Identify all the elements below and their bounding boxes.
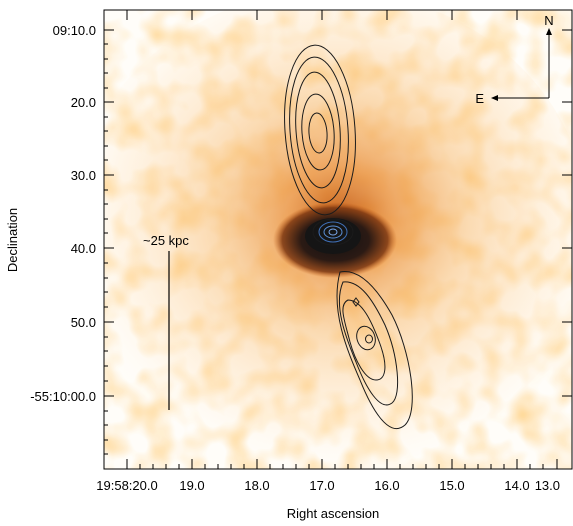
compass-east-label: E xyxy=(475,91,484,106)
x-axis-title: Right ascension xyxy=(287,506,380,521)
compass xyxy=(491,28,552,101)
compass-north-label: N xyxy=(544,13,553,28)
y-tick-labels: 09:10.0 20.0 30.0 40.0 50.0 -55:10:00.0 xyxy=(30,23,96,404)
radio-contours-north-lobe xyxy=(284,44,356,216)
x-axis-ticks xyxy=(126,10,558,469)
y-tick-label: 30.0 xyxy=(71,168,96,183)
xray-emission-map xyxy=(104,10,572,469)
x-tick-label: 17.0 xyxy=(309,478,334,493)
y-axis-title: Declination xyxy=(5,208,20,272)
y-tick-label: 40.0 xyxy=(71,241,96,256)
x-tick-label: 19.0 xyxy=(179,478,204,493)
plot-frame xyxy=(103,9,573,470)
x-tick-label: 13.0 xyxy=(535,478,560,493)
x-tick-label: 14.0 xyxy=(504,478,529,493)
x-tick-label: 18.0 xyxy=(244,478,269,493)
radio-contours-south-lobe xyxy=(336,271,413,429)
x-tick-label: 19:58:20.0 xyxy=(96,478,157,493)
y-tick-label: 20.0 xyxy=(71,95,96,110)
radio-contours-core xyxy=(312,218,354,246)
x-tick-labels: 19:58:20.0 19.0 18.0 17.0 16.0 15.0 14.0… xyxy=(96,478,560,493)
y-axis-ticks xyxy=(104,29,572,455)
x-tick-label: 15.0 xyxy=(439,478,464,493)
scale-bar-label: ~25 kpc xyxy=(143,233,189,248)
y-tick-label: 09:10.0 xyxy=(53,23,96,38)
x-tick-label: 16.0 xyxy=(374,478,399,493)
y-tick-label: 50.0 xyxy=(71,315,96,330)
y-tick-label: -55:10:00.0 xyxy=(30,389,96,404)
